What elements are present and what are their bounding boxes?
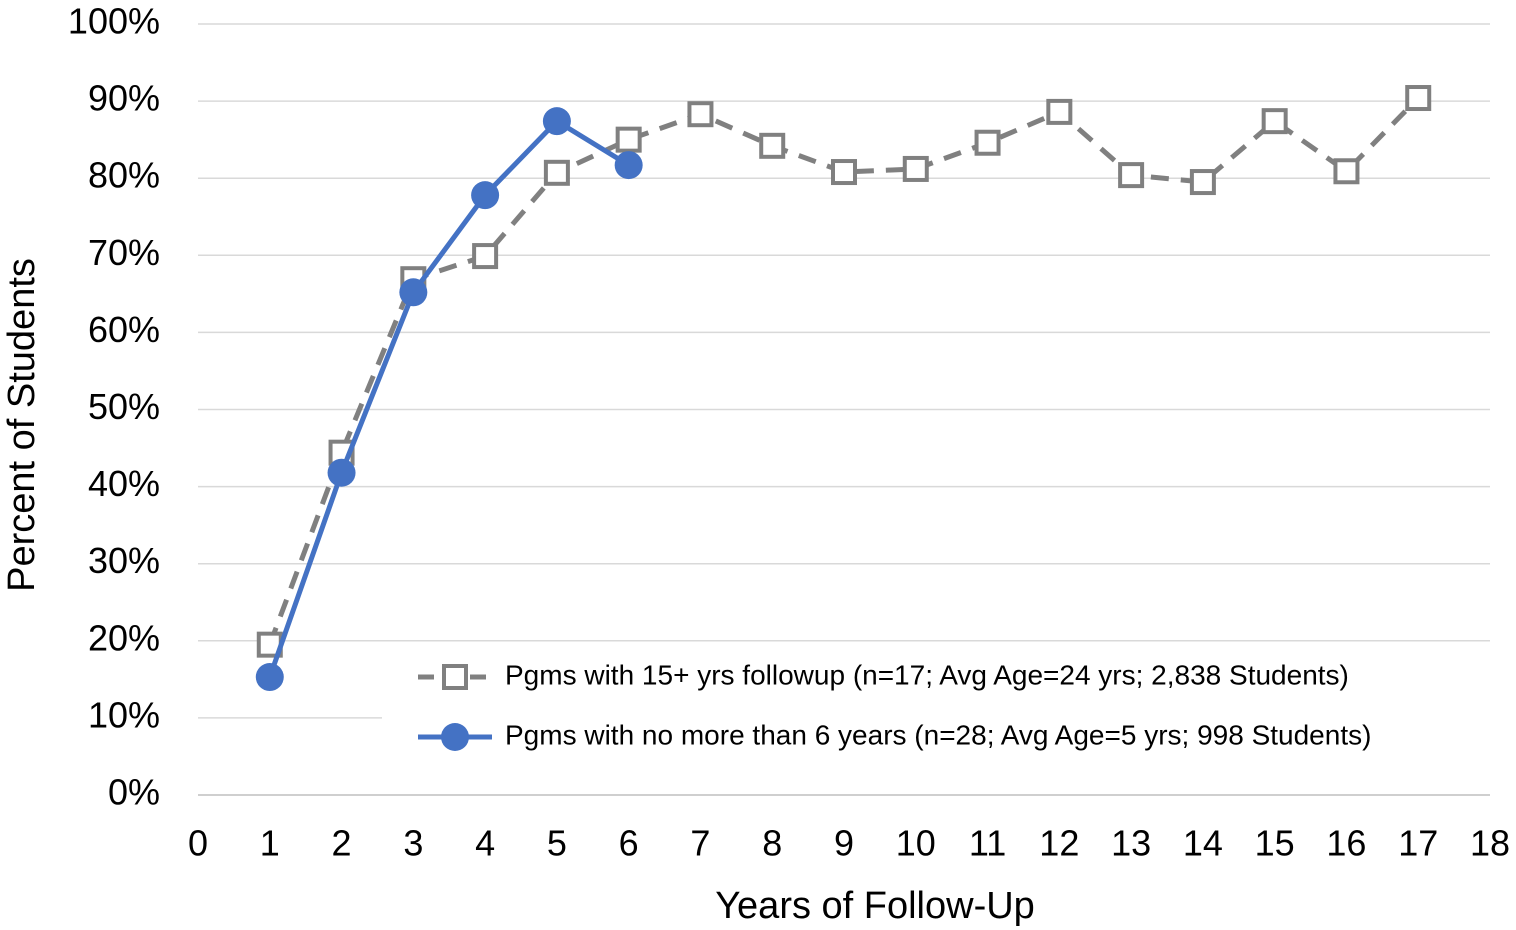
- marker: [974, 129, 1001, 156]
- y-tick-label: 50%: [88, 386, 160, 427]
- marker: [442, 664, 468, 690]
- x-tick-label: 14: [1183, 823, 1223, 864]
- marker: [759, 132, 786, 159]
- marker: [543, 159, 570, 186]
- marker: [614, 151, 643, 180]
- x-tick-label: 2: [332, 823, 352, 864]
- x-tick-label: 18: [1470, 823, 1510, 864]
- x-tick-label: 7: [690, 823, 710, 864]
- y-tick-label: 10%: [88, 694, 160, 735]
- x-tick-label: 9: [834, 823, 854, 864]
- marker: [1333, 158, 1360, 185]
- y-tick-label: 100%: [68, 1, 160, 42]
- x-tick-label: 0: [188, 823, 208, 864]
- x-tick-label: 5: [547, 823, 567, 864]
- marker: [615, 126, 642, 153]
- marker: [1261, 108, 1288, 135]
- x-tick-label: 17: [1398, 823, 1438, 864]
- y-tick-label: 0%: [108, 772, 160, 813]
- marker: [441, 723, 469, 751]
- y-tick-label: 90%: [88, 78, 160, 119]
- y-axis-label: Percent of Students: [1, 258, 43, 592]
- y-tick-label: 70%: [88, 232, 160, 273]
- x-tick-label: 13: [1111, 823, 1151, 864]
- x-tick-label: 8: [762, 823, 782, 864]
- y-tick-label: 60%: [88, 309, 160, 350]
- legend-box: [382, 650, 1490, 772]
- x-tick-label: 12: [1039, 823, 1079, 864]
- x-tick-label: 1: [260, 823, 280, 864]
- marker: [902, 155, 929, 182]
- marker: [255, 663, 284, 692]
- x-tick-label: 6: [619, 823, 639, 864]
- marker: [1118, 162, 1145, 189]
- x-tick-label: 16: [1326, 823, 1366, 864]
- marker: [1046, 98, 1073, 125]
- marker: [471, 181, 500, 210]
- y-tick-label: 40%: [88, 463, 160, 504]
- x-tick-label: 3: [403, 823, 423, 864]
- marker: [472, 243, 499, 270]
- marker: [687, 101, 714, 128]
- legend-label: Pgms with no more than 6 years (n=28; Av…: [505, 719, 1371, 750]
- x-tick-label: 15: [1255, 823, 1295, 864]
- y-tick-label: 30%: [88, 540, 160, 581]
- marker: [399, 278, 428, 307]
- legend-label: Pgms with 15+ yrs followup (n=17; Avg Ag…: [505, 659, 1349, 690]
- marker: [542, 107, 571, 136]
- series-line: [267, 118, 630, 678]
- marker: [1189, 169, 1216, 196]
- marker: [1405, 85, 1432, 112]
- x-axis-label: Years of Follow-Up: [715, 885, 1035, 927]
- x-tick-label: 10: [896, 823, 936, 864]
- y-tick-label: 80%: [88, 155, 160, 196]
- x-tick-label: 4: [475, 823, 495, 864]
- y-tick-label: 20%: [88, 617, 160, 658]
- marker: [327, 458, 356, 487]
- x-tick-label: 11: [969, 823, 1006, 864]
- marker: [831, 159, 857, 186]
